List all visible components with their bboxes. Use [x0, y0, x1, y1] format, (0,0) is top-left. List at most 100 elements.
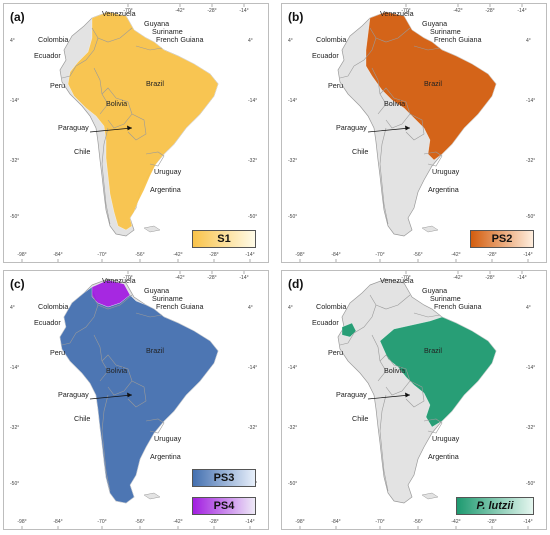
country-label-colombia: Colombia	[38, 302, 68, 311]
legend-box: P. lutzii	[456, 497, 534, 515]
country-label-peru: Peru	[328, 348, 343, 357]
country-label-guyana: Guyana	[422, 19, 447, 28]
country-border	[97, 294, 133, 310]
bottom-tick-label: -70°	[97, 252, 106, 258]
falkland-islands	[143, 492, 161, 500]
country-label-venezuela: Venezuela	[380, 276, 414, 285]
top-tick-label: -70°	[401, 275, 410, 281]
bottom-tick-label: -42°	[173, 519, 182, 525]
paraguay-arrow	[367, 127, 411, 133]
country-label-french-guiana: French Guiana	[156, 302, 204, 311]
right-tick-label: 4°	[526, 305, 531, 311]
panel-tag: (d)	[288, 277, 304, 291]
left-tick-label: -14°	[288, 365, 297, 371]
species-range	[379, 316, 497, 428]
paraguay-arrowhead	[127, 392, 132, 398]
bottom-tick-label: -14°	[523, 252, 532, 258]
right-tick-label: -32°	[526, 425, 535, 431]
country-label-argentina: Argentina	[428, 452, 459, 461]
right-tick-label: -14°	[526, 98, 535, 104]
right-tick-label: -50°	[526, 481, 535, 487]
bottom-tick-label: -98°	[295, 519, 304, 525]
bottom-tick-label: -98°	[17, 519, 26, 525]
country-label-guyana: Guyana	[422, 286, 447, 295]
top-tick-label: -14°	[239, 8, 248, 14]
left-tick-label: -50°	[10, 214, 19, 220]
country-label-suriname: Suriname	[430, 27, 461, 36]
country-label-french-guiana: French Guiana	[434, 302, 482, 311]
country-label-chile: Chile	[352, 414, 368, 423]
country-label-chile: Chile	[74, 147, 90, 156]
country-label-uruguay: Uruguay	[432, 434, 460, 443]
species-range	[59, 286, 219, 504]
country-label-bolivia: Bolivia	[106, 366, 127, 375]
left-tick-label: 4°	[288, 305, 293, 311]
country-label-suriname: Suriname	[430, 294, 461, 303]
country-label-uruguay: Uruguay	[154, 434, 182, 443]
country-label-colombia: Colombia	[38, 35, 68, 44]
country-border	[353, 294, 377, 334]
country-label-bolivia: Bolivia	[384, 99, 405, 108]
panel-tag: (c)	[10, 277, 25, 291]
country-border	[127, 380, 147, 408]
top-tick-label: -28°	[485, 8, 494, 14]
left-tick-label: -50°	[288, 481, 297, 487]
bottom-tick-label: -56°	[413, 252, 422, 258]
country-border	[101, 354, 133, 396]
bottom-tick-label: -84°	[331, 252, 340, 258]
falkland-islands	[421, 492, 439, 500]
legend-box: PS4	[192, 497, 256, 515]
right-tick-label: -32°	[526, 158, 535, 164]
country-border	[375, 294, 411, 310]
falkland-islands	[421, 225, 439, 233]
country-label-paraguay: Paraguay	[336, 123, 367, 132]
country-label-guyana: Guyana	[144, 19, 169, 28]
country-label-chile: Chile	[352, 147, 368, 156]
map-svg: -70° -42° -28° -14° -98° -84° -70° -56° -42° -28°…	[288, 271, 535, 529]
left-tick-label: -32°	[10, 158, 19, 164]
country-label-brazil: Brazil	[146, 79, 164, 88]
country-border	[413, 312, 441, 318]
bottom-tick-label: -98°	[17, 252, 26, 258]
bottom-tick-label: -70°	[97, 519, 106, 525]
country-label-paraguay: Paraguay	[336, 390, 367, 399]
bottom-tick-label: -70°	[375, 519, 384, 525]
country-border	[135, 45, 163, 51]
left-tick-label: -32°	[288, 425, 297, 431]
country-label-uruguay: Uruguay	[154, 167, 182, 176]
top-tick-label: -42°	[175, 8, 184, 14]
right-tick-label: -14°	[526, 365, 535, 371]
country-label-venezuela: Venezuela	[380, 9, 414, 18]
country-label-bolivia: Bolivia	[106, 99, 127, 108]
country-border	[75, 294, 99, 334]
left-tick-label: -14°	[10, 98, 19, 104]
bottom-tick-label: -28°	[487, 519, 496, 525]
top-tick-label: -42°	[175, 275, 184, 281]
country-border	[375, 27, 411, 43]
top-tick-label: -70°	[401, 8, 410, 14]
top-tick-label: -28°	[485, 275, 494, 281]
country-border	[405, 380, 425, 408]
country-label-peru: Peru	[50, 348, 65, 357]
right-tick-label: -32°	[248, 158, 257, 164]
country-border	[101, 127, 111, 225]
bottom-tick-label: -28°	[487, 252, 496, 258]
country-border	[97, 27, 133, 43]
country-label-bolivia: Bolivia	[384, 366, 405, 375]
country-border	[423, 418, 443, 434]
top-tick-label: -14°	[517, 8, 526, 14]
country-label-brazil: Brazil	[424, 346, 442, 355]
left-tick-label: -50°	[288, 214, 297, 220]
top-tick-label: -28°	[207, 275, 216, 281]
legend-box: PS3	[192, 469, 256, 487]
country-label-ecuador: Ecuador	[34, 51, 61, 60]
country-label-french-guiana: French Guiana	[156, 35, 204, 44]
top-tick-label: -42°	[453, 275, 462, 281]
bottom-tick-label: -42°	[451, 519, 460, 525]
country-label-french-guiana: French Guiana	[434, 35, 482, 44]
bottom-tick-label: -28°	[209, 252, 218, 258]
bottom-tick-label: -42°	[451, 252, 460, 258]
country-label-ecuador: Ecuador	[34, 318, 61, 327]
country-label-peru: Peru	[50, 81, 65, 90]
country-border	[101, 87, 133, 129]
